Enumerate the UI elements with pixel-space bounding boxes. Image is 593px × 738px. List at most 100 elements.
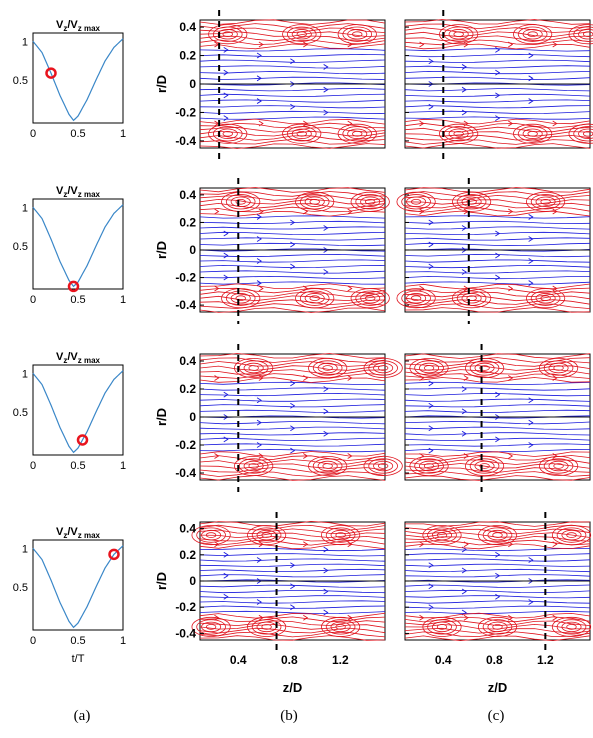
- core-streamline: [199, 93, 386, 97]
- x-tick-label: 0.5: [70, 460, 85, 472]
- y-tick-label: -0.2: [175, 271, 196, 285]
- streamline-panel: [396, 178, 591, 324]
- shear-streamline: [404, 206, 591, 213]
- flow-arrow: [495, 274, 501, 281]
- flow-arrow: [419, 541, 425, 548]
- flow-arrow: [290, 604, 296, 611]
- vortex-ring: [451, 288, 492, 309]
- core-streamline: [199, 116, 386, 120]
- flow-arrow: [461, 225, 467, 231]
- core-streamline: [404, 605, 591, 609]
- shear-streamline: [404, 528, 591, 535]
- vortex-ring: [196, 527, 226, 543]
- shear-streamline: [404, 187, 591, 193]
- flow-arrow: [258, 285, 264, 292]
- shear-streamline: [199, 353, 386, 359]
- vortex-ring: [222, 130, 233, 137]
- shear-streamline: [404, 539, 591, 546]
- vortex-ring: [201, 621, 222, 633]
- flow-arrow: [323, 86, 329, 93]
- x-tick-label: 0.8: [486, 653, 503, 667]
- vortex-ring: [427, 619, 457, 635]
- core-streamline: [199, 220, 386, 225]
- flow-arrow: [258, 120, 264, 127]
- core-streamline: [404, 563, 591, 567]
- flow-arrow: [256, 258, 262, 264]
- flow-arrow: [528, 419, 534, 426]
- vortex-ring: [568, 123, 593, 144]
- shear-streamline: [404, 126, 591, 133]
- flow-arrow: [258, 614, 264, 621]
- vortex-ring: [566, 624, 577, 630]
- flow-arrow: [419, 41, 425, 48]
- vortex-ring: [352, 130, 363, 137]
- vortex-ring: [474, 460, 495, 472]
- shear-streamline: [404, 357, 591, 363]
- flow-arrow: [290, 219, 296, 226]
- shear-streamline: [199, 194, 386, 201]
- x-tick-label: 0.5: [70, 294, 85, 306]
- y-tick-label: 0.2: [179, 548, 196, 562]
- vortex-ring: [427, 527, 457, 543]
- core-streamline: [404, 215, 591, 219]
- time-marker: [67, 280, 80, 293]
- vortex-ring: [578, 29, 593, 40]
- time-marker: [108, 548, 120, 561]
- vortex-ring: [251, 619, 282, 635]
- vortex-ring: [396, 191, 436, 212]
- vortex-ring: [456, 194, 487, 210]
- flow-arrow: [419, 285, 425, 292]
- flow-arrow: [552, 41, 558, 48]
- y-axis-label: r/D: [154, 408, 169, 426]
- caption-b: (b): [280, 708, 298, 724]
- vortex-ring: [322, 463, 333, 469]
- vortex-ring: [365, 198, 376, 205]
- shear-streamline: [405, 521, 591, 527]
- flow-arrow: [463, 120, 469, 127]
- core-streamline: [404, 574, 591, 578]
- vortex-ring: [350, 288, 390, 309]
- vortex-ring: [410, 295, 422, 302]
- flow-arrow: [495, 391, 501, 398]
- shear-streamline: [199, 283, 386, 290]
- waveform-line: [32, 370, 124, 454]
- flow-arrow: [256, 419, 262, 426]
- vortex-ring: [482, 619, 513, 635]
- shear-streamline: [404, 635, 591, 642]
- shear-streamline: [404, 118, 591, 125]
- vortex-ring: [479, 365, 490, 371]
- flow-arrow: [508, 208, 514, 215]
- flow-arrow: [528, 280, 534, 286]
- core-streamline: [199, 574, 386, 578]
- vortex-ring: [517, 26, 548, 42]
- core-streamline: [199, 610, 386, 615]
- x-tick-label: 1: [120, 460, 126, 472]
- vortex-ring: [212, 126, 243, 142]
- y-tick-label: 1: [22, 543, 28, 555]
- vortex-ring: [205, 624, 217, 630]
- flow-arrow: [463, 614, 469, 621]
- shear-streamline: [404, 463, 591, 469]
- core-streamline: [404, 259, 591, 263]
- shear-streamline: [404, 210, 591, 217]
- vortex-ring: [368, 360, 398, 376]
- flow-arrow: [552, 541, 558, 548]
- vortex-ring: [355, 290, 386, 306]
- core-streamline: [404, 231, 591, 236]
- panel-title: Vz/Vz max: [56, 185, 101, 199]
- shear-streamline: [199, 543, 386, 550]
- flow-arrow: [214, 375, 220, 381]
- vortex-ring: [221, 191, 261, 212]
- y-tick-label: -0.4: [175, 298, 196, 312]
- core-streamline: [199, 99, 386, 103]
- shear-streamline: [404, 134, 591, 141]
- shear-streamline: [199, 373, 386, 379]
- shear-streamline: [199, 287, 386, 294]
- vortex-ring: [448, 29, 469, 40]
- vortex-ring: [573, 126, 593, 142]
- shear-streamline: [404, 131, 591, 137]
- shear-streamline: [199, 357, 386, 363]
- core-streamline: [199, 426, 386, 430]
- flow-arrow: [552, 614, 558, 621]
- flow-arrow: [495, 92, 501, 99]
